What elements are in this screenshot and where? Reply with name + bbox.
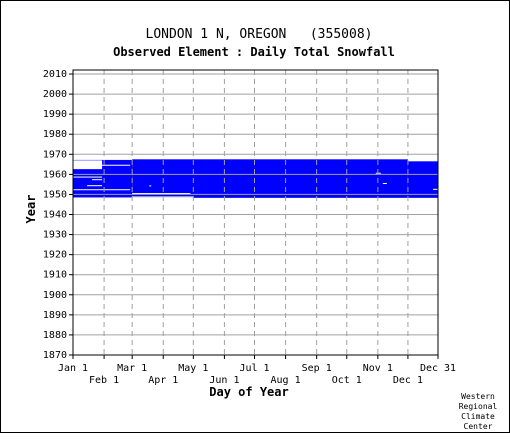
y-tick-label-5: 1920 bbox=[43, 250, 67, 261]
chart-title: LONDON 1 N, OREGON (355008) bbox=[146, 27, 373, 42]
missing-gap-5 bbox=[87, 185, 103, 187]
missing-gap-6 bbox=[73, 189, 131, 191]
y-tick-label-10: 1970 bbox=[43, 149, 67, 160]
x-tick-label-top-5: Nov 1 bbox=[363, 363, 393, 374]
x-tick-label-top-6: Dec 31 bbox=[420, 363, 456, 374]
chart-subtitle: Observed Element : Daily Total Snowfall bbox=[113, 45, 395, 59]
missing-gap-7 bbox=[132, 193, 191, 195]
missing-gap-10 bbox=[382, 182, 387, 184]
axis-layer: 1870 1880 1890 1900 1910 1920 1930 1940 1950 1960… bbox=[43, 69, 456, 386]
y-tick-label-11: 1980 bbox=[43, 129, 67, 140]
x-tick-label-bottom-5: Dec 1 bbox=[393, 375, 423, 386]
y-tick-label-4: 1910 bbox=[43, 270, 67, 281]
y-tick-label-1: 1880 bbox=[43, 330, 67, 341]
x-tick-label-bottom-0: Feb 1 bbox=[89, 375, 119, 386]
data-layer bbox=[73, 159, 438, 198]
credit-line-2: Regional bbox=[459, 402, 498, 411]
x-tick-label-top-3: Jul 1 bbox=[239, 363, 269, 374]
y-tick-label-12: 1990 bbox=[43, 109, 67, 120]
x-tick-label-bottom-4: Oct 1 bbox=[332, 375, 362, 386]
plot-area bbox=[73, 70, 438, 355]
x-tick-label-top-1: Mar 1 bbox=[117, 363, 147, 374]
plot-background bbox=[73, 70, 438, 355]
data-block-1 bbox=[132, 159, 408, 198]
credit-line-4: Center bbox=[464, 422, 493, 431]
missing-gap-1 bbox=[73, 160, 103, 170]
missing-gap-12 bbox=[432, 188, 438, 190]
y-tick-label-14: 2010 bbox=[43, 69, 67, 80]
grid-layer bbox=[73, 70, 438, 356]
y-tick-label-7: 1940 bbox=[43, 210, 67, 221]
missing-gap-9 bbox=[375, 172, 381, 174]
y-tick-label-2: 1890 bbox=[43, 310, 67, 321]
x-tick-label-top-2: May 1 bbox=[178, 363, 208, 374]
credit-line-3: Climate bbox=[461, 412, 495, 421]
missing-gap-2 bbox=[102, 164, 131, 166]
missing-gap-3 bbox=[73, 176, 103, 178]
y-tick-label-3: 1900 bbox=[43, 290, 67, 301]
x-tick-label-bottom-3: Aug 1 bbox=[271, 375, 301, 386]
y-tick-label-8: 1950 bbox=[43, 189, 67, 200]
missing-gap-8 bbox=[132, 196, 194, 198]
x-tick-label-bottom-1: Apr 1 bbox=[148, 375, 178, 386]
y-tick-label-13: 2000 bbox=[43, 89, 67, 100]
y-axis-label: Year bbox=[24, 195, 38, 224]
credit-line-1: Western bbox=[461, 392, 495, 401]
y-tick-label-6: 1930 bbox=[43, 230, 67, 241]
credit-block: Western Regional Climate Center bbox=[459, 392, 498, 431]
x-tick-label-top-0: Jan 1 bbox=[58, 363, 88, 374]
x-tick-label-bottom-2: Jun 1 bbox=[209, 375, 239, 386]
x-tick-label-top-4: Sep 1 bbox=[302, 363, 332, 374]
y-tick-label-0: 1870 bbox=[43, 350, 67, 361]
missing-gap-4 bbox=[92, 179, 103, 181]
y-tick-label-9: 1960 bbox=[43, 169, 67, 180]
x-axis-label: Day of Year bbox=[209, 385, 288, 399]
data-block-2 bbox=[407, 161, 438, 198]
missing-gap-11 bbox=[149, 185, 152, 187]
plot-border bbox=[72, 69, 439, 356]
